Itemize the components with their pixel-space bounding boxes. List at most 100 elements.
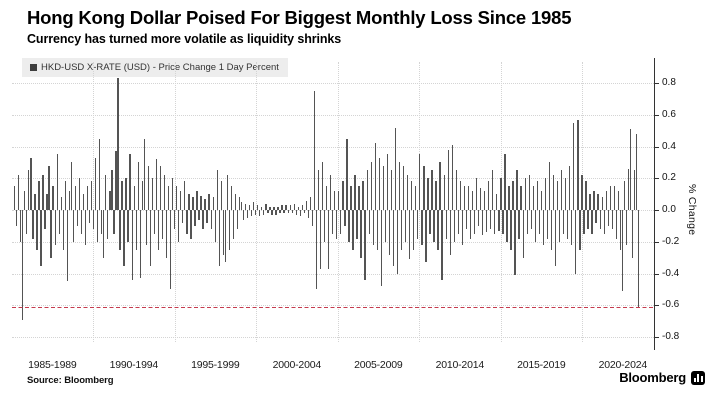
bar	[261, 206, 263, 210]
bar	[400, 210, 403, 250]
bar	[621, 210, 624, 291]
bar	[510, 210, 512, 250]
bar	[103, 210, 105, 258]
bar	[354, 175, 356, 210]
bar	[629, 129, 632, 210]
bar	[540, 190, 543, 210]
bar	[575, 210, 577, 274]
bar	[115, 151, 117, 210]
bar	[402, 165, 405, 211]
bar	[22, 210, 24, 320]
bar	[145, 210, 147, 245]
bar	[147, 165, 149, 211]
bar	[238, 197, 241, 210]
bar	[552, 175, 555, 210]
bar	[579, 210, 581, 250]
y-axis-tick-label: 0.8	[662, 77, 676, 88]
bar	[54, 210, 56, 245]
bar	[492, 170, 494, 210]
bar	[374, 143, 376, 210]
bar	[449, 210, 451, 255]
bar	[305, 200, 308, 210]
bar	[520, 186, 522, 210]
bar	[394, 127, 397, 210]
bar	[70, 162, 73, 210]
bar	[125, 178, 127, 211]
bar	[477, 210, 480, 226]
bar	[135, 210, 137, 250]
bar	[548, 162, 551, 210]
bar	[546, 210, 549, 239]
bar	[295, 210, 297, 215]
bar	[609, 186, 611, 210]
bar	[577, 119, 579, 210]
bar	[544, 178, 547, 211]
bar	[407, 175, 409, 210]
bar	[129, 154, 131, 210]
bar	[279, 210, 281, 214]
bar	[463, 186, 466, 210]
chart-subtitle: Currency has turned more volatile as liq…	[27, 32, 342, 46]
bar	[301, 205, 303, 210]
bar	[500, 178, 502, 211]
bar	[309, 197, 312, 210]
bar	[74, 186, 77, 210]
bar	[251, 210, 253, 217]
bar	[482, 210, 484, 236]
bar	[311, 210, 314, 226]
y-axis-tick	[654, 337, 659, 338]
bar	[386, 154, 389, 210]
bar	[28, 170, 30, 210]
y-axis-tick-label: 0.4	[662, 140, 676, 152]
bar	[263, 210, 265, 215]
bar	[613, 186, 615, 210]
bar	[220, 181, 222, 210]
bar	[471, 190, 474, 210]
bar	[455, 170, 457, 210]
bar	[437, 210, 439, 250]
legend-label: HKD-USD X-RATE (USD) - Price Change 1 Da…	[41, 62, 279, 73]
bar	[206, 210, 208, 223]
bar	[224, 210, 226, 263]
bar	[277, 206, 279, 210]
bar	[611, 210, 613, 230]
gridline-horizontal	[12, 241, 654, 243]
y-axis-tick	[654, 146, 659, 148]
bar	[336, 210, 338, 239]
bar	[275, 210, 277, 215]
bar	[319, 210, 322, 269]
bar	[149, 210, 152, 266]
bar	[571, 210, 573, 245]
bar	[26, 210, 28, 234]
bar	[186, 210, 188, 234]
bar	[93, 210, 95, 230]
x-axis-interval-label: 2010-2014	[435, 359, 485, 371]
bar	[384, 210, 387, 242]
bar	[111, 170, 113, 210]
bar	[469, 210, 472, 239]
bar	[285, 205, 287, 210]
bar	[36, 210, 38, 250]
y-axis-tick	[654, 210, 659, 211]
bar	[46, 194, 48, 210]
bar	[433, 210, 435, 242]
legend: HKD-USD X-RATE (USD) - Price Change 1 Da…	[22, 58, 288, 77]
bar	[109, 190, 111, 210]
bar	[84, 210, 87, 245]
y-axis-tick-label: 0.2	[662, 172, 676, 184]
bar	[607, 210, 609, 226]
y-axis-tick	[654, 114, 659, 116]
bar	[257, 205, 259, 210]
y-axis-tick-label: 0.6	[662, 108, 676, 120]
bar	[512, 181, 514, 210]
bar	[64, 181, 66, 210]
bar	[518, 210, 520, 239]
bar	[259, 210, 261, 217]
bar	[20, 210, 22, 242]
bar	[226, 175, 229, 210]
bar	[461, 210, 464, 245]
bar	[95, 157, 97, 210]
bar	[591, 210, 593, 234]
bar	[192, 197, 194, 210]
bar	[161, 210, 164, 239]
